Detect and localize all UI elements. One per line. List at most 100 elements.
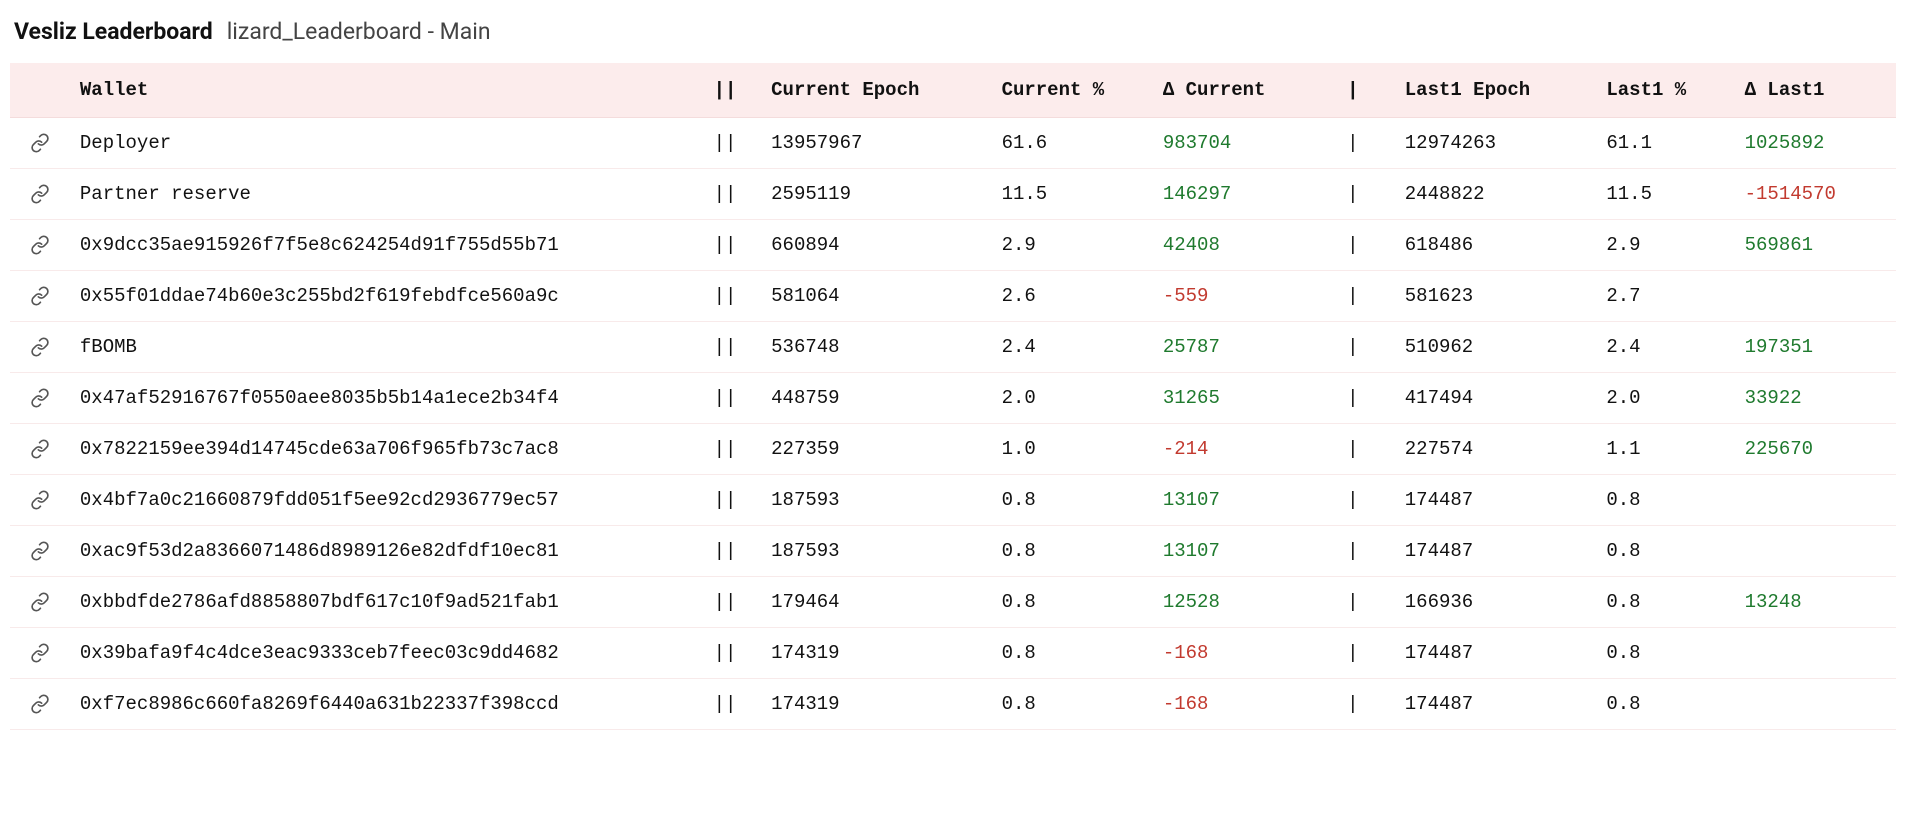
cell-last1-epoch: 174487 bbox=[1395, 679, 1597, 730]
cell-wallet: 0x7822159ee394d14745cde63a706f965fb73c7a… bbox=[70, 424, 704, 475]
cell-wallet: Partner reserve bbox=[70, 169, 704, 220]
cell-wallet: 0x9dcc35ae915926f7f5e8c624254d91f755d55b… bbox=[70, 220, 704, 271]
cell-current-epoch: 179464 bbox=[761, 577, 991, 628]
link-icon[interactable] bbox=[30, 592, 50, 612]
col-sep2: | bbox=[1337, 63, 1395, 118]
wallet-link[interactable] bbox=[10, 373, 70, 424]
wallet-link[interactable] bbox=[10, 271, 70, 322]
cell-sep1: || bbox=[704, 424, 762, 475]
link-icon[interactable] bbox=[30, 286, 50, 306]
cell-last1-pct: 0.8 bbox=[1596, 475, 1734, 526]
cell-current-pct: 61.6 bbox=[992, 118, 1153, 169]
cell-current-pct: 2.6 bbox=[992, 271, 1153, 322]
col-delta-current: Δ Current bbox=[1153, 63, 1337, 118]
cell-last1-pct: 0.8 bbox=[1596, 628, 1734, 679]
table-row: 0xf7ec8986c660fa8269f6440a631b22337f398c… bbox=[10, 679, 1896, 730]
link-icon[interactable] bbox=[30, 643, 50, 663]
wallet-link[interactable] bbox=[10, 322, 70, 373]
link-icon[interactable] bbox=[30, 184, 50, 204]
cell-current-epoch: 2595119 bbox=[761, 169, 991, 220]
table-row: 0x39bafa9f4c4dce3eac9333ceb7feec03c9dd46… bbox=[10, 628, 1896, 679]
table-row: Deployer||1395796761.6983704|1297426361.… bbox=[10, 118, 1896, 169]
cell-sep2: | bbox=[1337, 679, 1395, 730]
col-link bbox=[10, 63, 70, 118]
cell-sep1: || bbox=[704, 118, 762, 169]
cell-sep1: || bbox=[704, 475, 762, 526]
cell-wallet: fBOMB bbox=[70, 322, 704, 373]
cell-sep1: || bbox=[704, 169, 762, 220]
link-icon[interactable] bbox=[30, 694, 50, 714]
cell-delta-current: 13107 bbox=[1153, 475, 1337, 526]
cell-last1-pct: 61.1 bbox=[1596, 118, 1734, 169]
cell-last1-pct: 2.9 bbox=[1596, 220, 1734, 271]
wallet-link[interactable] bbox=[10, 118, 70, 169]
cell-last1-epoch: 618486 bbox=[1395, 220, 1597, 271]
link-icon[interactable] bbox=[30, 388, 50, 408]
cell-current-epoch: 13957967 bbox=[761, 118, 991, 169]
cell-delta-last1: 569861 bbox=[1735, 220, 1896, 271]
cell-last1-pct: 2.4 bbox=[1596, 322, 1734, 373]
link-icon[interactable] bbox=[30, 439, 50, 459]
table-row: Partner reserve||259511911.5146297|24488… bbox=[10, 169, 1896, 220]
cell-last1-epoch: 174487 bbox=[1395, 628, 1597, 679]
wallet-link[interactable] bbox=[10, 475, 70, 526]
table-row: 0x9dcc35ae915926f7f5e8c624254d91f755d55b… bbox=[10, 220, 1896, 271]
wallet-link[interactable] bbox=[10, 679, 70, 730]
cell-delta-last1: -1514570 bbox=[1735, 169, 1896, 220]
cell-delta-last1 bbox=[1735, 526, 1896, 577]
wallet-link[interactable] bbox=[10, 169, 70, 220]
cell-current-epoch: 448759 bbox=[761, 373, 991, 424]
page-subtitle: lizard_Leaderboard - Main bbox=[227, 18, 491, 45]
cell-sep1: || bbox=[704, 526, 762, 577]
table-row: 0x4bf7a0c21660879fdd051f5ee92cd2936779ec… bbox=[10, 475, 1896, 526]
cell-wallet: 0xf7ec8986c660fa8269f6440a631b22337f398c… bbox=[70, 679, 704, 730]
cell-sep2: | bbox=[1337, 118, 1395, 169]
cell-current-epoch: 581064 bbox=[761, 271, 991, 322]
cell-delta-last1: 1025892 bbox=[1735, 118, 1896, 169]
cell-delta-last1: 197351 bbox=[1735, 322, 1896, 373]
cell-delta-current: -168 bbox=[1153, 628, 1337, 679]
table-body: Deployer||1395796761.6983704|1297426361.… bbox=[10, 118, 1896, 730]
col-current-pct: Current % bbox=[992, 63, 1153, 118]
cell-wallet: 0x4bf7a0c21660879fdd051f5ee92cd2936779ec… bbox=[70, 475, 704, 526]
cell-wallet: 0xac9f53d2a8366071486d8989126e82dfdf10ec… bbox=[70, 526, 704, 577]
cell-current-pct: 2.9 bbox=[992, 220, 1153, 271]
col-sep1: || bbox=[704, 63, 762, 118]
wallet-link[interactable] bbox=[10, 526, 70, 577]
wallet-link[interactable] bbox=[10, 424, 70, 475]
cell-delta-current: 146297 bbox=[1153, 169, 1337, 220]
wallet-link[interactable] bbox=[10, 220, 70, 271]
cell-delta-current: 13107 bbox=[1153, 526, 1337, 577]
cell-delta-last1 bbox=[1735, 628, 1896, 679]
page-title: Vesliz Leaderboard bbox=[14, 18, 213, 45]
cell-delta-current: 983704 bbox=[1153, 118, 1337, 169]
link-icon[interactable] bbox=[30, 541, 50, 561]
cell-last1-pct: 2.7 bbox=[1596, 271, 1734, 322]
col-delta-last1: Δ Last1 bbox=[1735, 63, 1896, 118]
cell-last1-pct: 2.0 bbox=[1596, 373, 1734, 424]
cell-wallet: 0x55f01ddae74b60e3c255bd2f619febdfce560a… bbox=[70, 271, 704, 322]
col-last1-pct: Last1 % bbox=[1596, 63, 1734, 118]
cell-sep1: || bbox=[704, 322, 762, 373]
cell-delta-last1 bbox=[1735, 679, 1896, 730]
cell-current-pct: 2.4 bbox=[992, 322, 1153, 373]
cell-delta-current: 12528 bbox=[1153, 577, 1337, 628]
link-icon[interactable] bbox=[30, 235, 50, 255]
cell-delta-current: -214 bbox=[1153, 424, 1337, 475]
cell-wallet: 0x39bafa9f4c4dce3eac9333ceb7feec03c9dd46… bbox=[70, 628, 704, 679]
leaderboard-table: Wallet || Current Epoch Current % Δ Curr… bbox=[10, 63, 1896, 730]
cell-sep2: | bbox=[1337, 526, 1395, 577]
link-icon[interactable] bbox=[30, 490, 50, 510]
table-row: 0x55f01ddae74b60e3c255bd2f619febdfce560a… bbox=[10, 271, 1896, 322]
cell-delta-current: 31265 bbox=[1153, 373, 1337, 424]
cell-current-epoch: 174319 bbox=[761, 679, 991, 730]
cell-sep1: || bbox=[704, 271, 762, 322]
cell-sep1: || bbox=[704, 220, 762, 271]
cell-current-epoch: 227359 bbox=[761, 424, 991, 475]
link-icon[interactable] bbox=[30, 133, 50, 153]
link-icon[interactable] bbox=[30, 337, 50, 357]
cell-sep2: | bbox=[1337, 475, 1395, 526]
wallet-link[interactable] bbox=[10, 577, 70, 628]
wallet-link[interactable] bbox=[10, 628, 70, 679]
cell-delta-last1: 225670 bbox=[1735, 424, 1896, 475]
